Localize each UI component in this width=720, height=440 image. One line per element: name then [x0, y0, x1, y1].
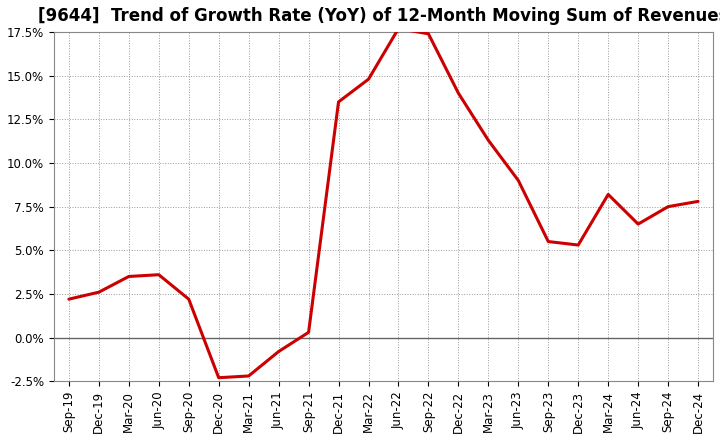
Title: [9644]  Trend of Growth Rate (YoY) of 12-Month Moving Sum of Revenues: [9644] Trend of Growth Rate (YoY) of 12-…	[38, 7, 720, 25]
